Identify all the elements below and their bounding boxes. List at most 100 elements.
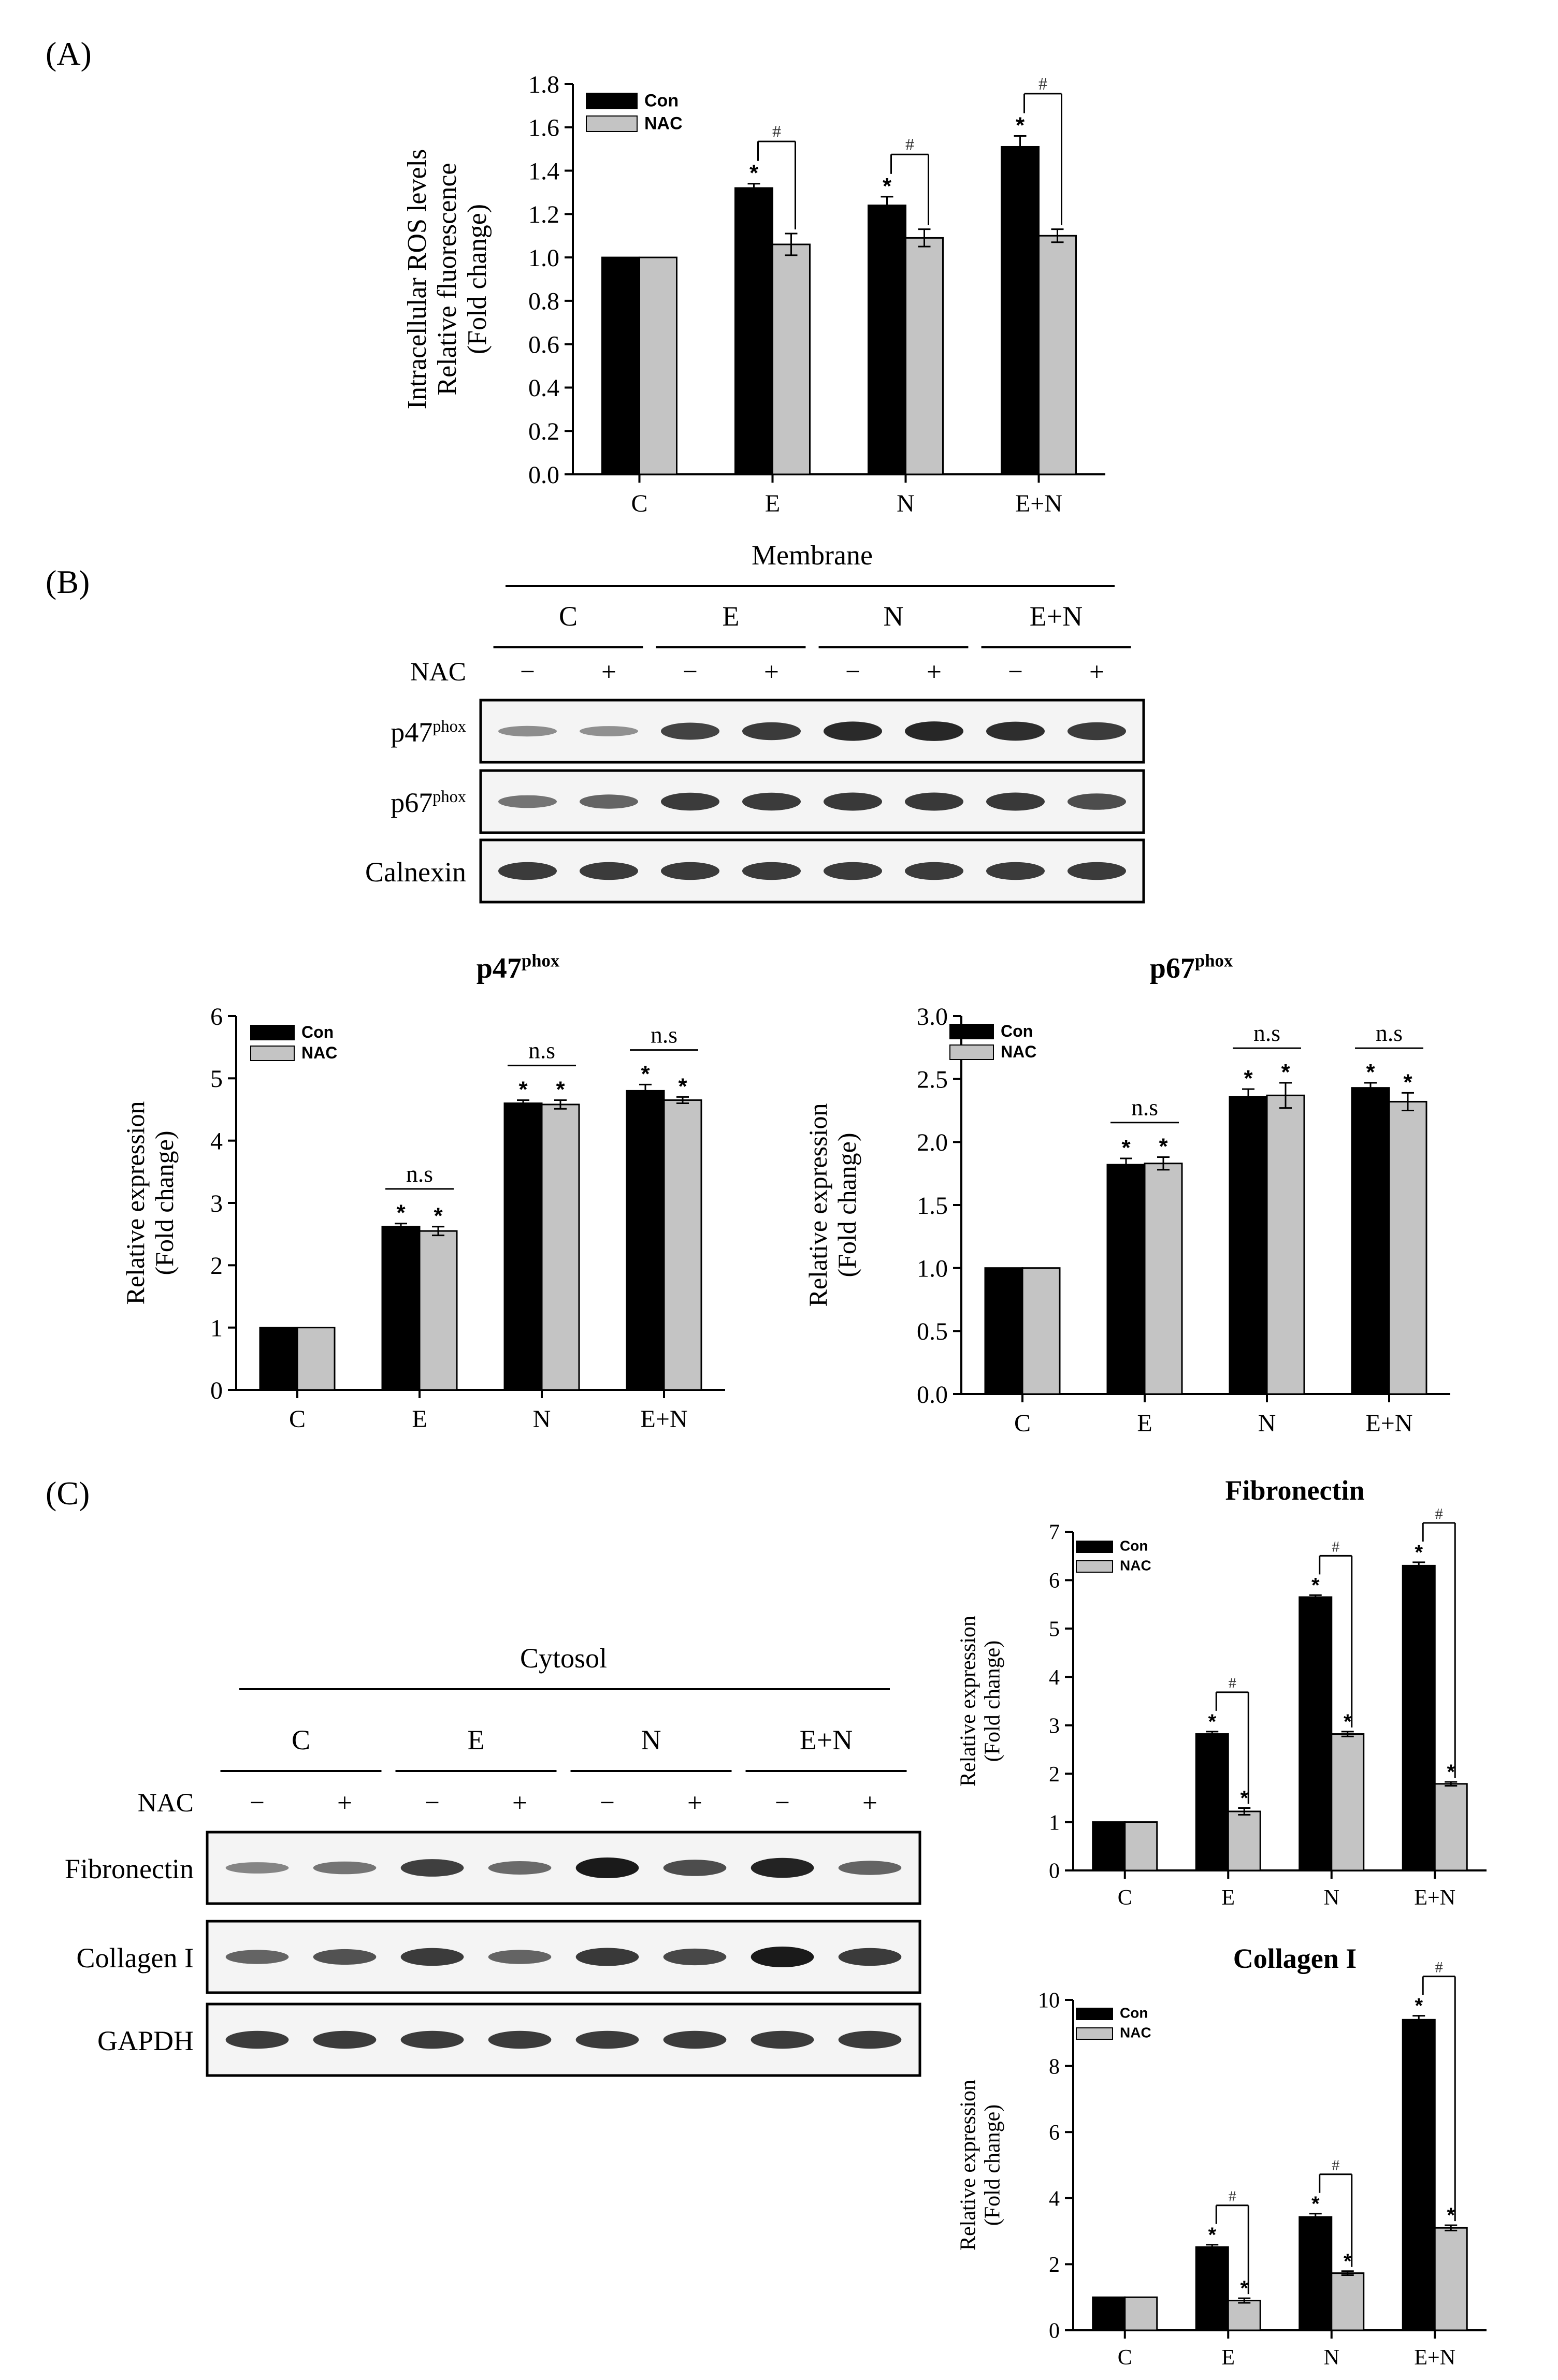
bar-nac-C (1124, 1821, 1158, 1871)
significance-star: * (518, 1077, 528, 1102)
x-tick-label: E (1137, 1410, 1152, 1437)
blot-title: Cytosol (520, 1643, 607, 1674)
treatment-sign: − (845, 657, 860, 687)
bar-nac-N (1266, 1094, 1305, 1395)
blot-band (400, 1948, 464, 1966)
bar-con-E+N (1001, 146, 1040, 475)
bar-nac-C (639, 256, 677, 475)
blot-band (660, 722, 720, 740)
y-tick-label: 1.0 (917, 1255, 948, 1282)
blot-band (823, 792, 883, 811)
significance-star: * (1415, 1995, 1423, 2018)
significance-star: * (1244, 1066, 1253, 1091)
chart-title: Fibronectin (1225, 1475, 1365, 1506)
x-tick-label: C (1118, 1886, 1132, 1910)
significance-star: * (1208, 1710, 1216, 1733)
y-axis-label: Intracellular ROS levels (402, 149, 432, 410)
bar-nac-N (1331, 2272, 1365, 2331)
x-tick-label: E (1221, 1886, 1235, 1910)
treatment-sign: + (1089, 657, 1104, 687)
legend-swatch-con (1076, 2008, 1113, 2020)
blot-band (579, 794, 639, 809)
blot-band (313, 1949, 377, 1965)
blot-band (663, 1860, 727, 1876)
bar-con-E+N (1351, 1087, 1390, 1395)
bar-nac-E (419, 1230, 458, 1391)
blot-band (313, 1861, 377, 1875)
legend-swatch-nac (586, 115, 638, 132)
chart-p67: p67phox 0.0 0.5 1.0 1.5 2.0 2.5 3.0 Relative exp… (803, 951, 1450, 1437)
bar-con-E (381, 1226, 421, 1391)
y-tick-label: 1.2 (528, 201, 559, 228)
blot-band (751, 1947, 814, 1967)
blot-band (823, 721, 883, 741)
significance-star: * (641, 1061, 650, 1086)
x-tick-label: N (533, 1405, 551, 1433)
significance-star: * (1121, 1135, 1131, 1160)
bar-con-N (1229, 1096, 1268, 1395)
blot-band (488, 2030, 552, 2049)
y-tick-label: 4 (1049, 2187, 1060, 2211)
comparison-label: # (772, 122, 781, 141)
bar-con-E (1195, 1733, 1229, 1871)
panel-label-b: (B) (46, 563, 90, 600)
significance-star: * (678, 1073, 687, 1099)
comparison-label: # (1435, 1959, 1443, 1976)
y-axis-label: (Fold change) (832, 1133, 861, 1277)
comparison-label: # (905, 135, 914, 154)
comparison-label: n.s (528, 1037, 555, 1064)
comparison-label: # (1038, 75, 1047, 94)
x-tick-label: N (1324, 1886, 1339, 1910)
x-tick-label: E (412, 1405, 427, 1433)
y-tick-label: 10 (1038, 1989, 1060, 2013)
bar-con-C (601, 256, 640, 475)
y-tick-label: 5 (1049, 1618, 1060, 1642)
bar-con-E (1106, 1164, 1146, 1395)
significance-star: * (1344, 1710, 1352, 1733)
y-axis-label: (Fold change) (150, 1130, 179, 1275)
treatment-sign: − (250, 1788, 265, 1818)
treatment-sign: + (512, 1788, 527, 1818)
treatment-sign: + (687, 1788, 702, 1818)
x-tick-label: C (1118, 2346, 1132, 2370)
blot-title: Membrane (752, 540, 873, 571)
y-tick-label: 2 (210, 1252, 223, 1280)
blot-group-label: E+N (1030, 601, 1083, 632)
blot-group-label: N (641, 1724, 661, 1755)
y-tick-label: 0.0 (528, 461, 559, 489)
bar-nac-C (1124, 2296, 1158, 2331)
comparison-label: n.s (1131, 1094, 1158, 1121)
significance-star: * (434, 1203, 443, 1229)
blot-band (1067, 722, 1127, 741)
y-axis-label: Relative expression (956, 1616, 980, 1787)
blot-row-label: Calnexin (365, 857, 466, 888)
blot-row-label: p47phox (391, 717, 466, 748)
significance-star: * (1240, 2277, 1248, 2300)
legend-swatch-nac (250, 1046, 295, 1061)
y-tick-label: 1 (210, 1314, 223, 1342)
bar-nac-N (1331, 1733, 1365, 1871)
y-tick-label: 1.4 (528, 157, 559, 185)
y-tick-label: 2 (1049, 2253, 1060, 2277)
treatment-sign: − (775, 1788, 790, 1818)
significance-star: * (1447, 2204, 1455, 2227)
treatment-sign: + (862, 1788, 877, 1818)
y-tick-label: 3 (210, 1190, 223, 1217)
legend-label-con: Con (1120, 2005, 1148, 2021)
x-tick-label: N (897, 490, 915, 517)
legend-label-nac: NAC (644, 114, 683, 134)
blot-band (904, 721, 964, 741)
y-tick-label: 3 (1049, 1714, 1060, 1738)
bar-con-E+N (1402, 2019, 1436, 2331)
legend-swatch-nac (1076, 2027, 1113, 2040)
chart-title: p47phox (477, 951, 560, 984)
bar-nac-E+N (1434, 2227, 1468, 2331)
bar-nac-E (1144, 1163, 1183, 1395)
bar-nac-E+N (1388, 1100, 1427, 1395)
cytosol-blot: Cytosol C E N E+N NAC − + − + − + − + Fibronectin Colla… (65, 1643, 921, 2077)
treatment-sign: + (337, 1788, 352, 1818)
x-tick-label: E+N (1015, 490, 1062, 517)
chart-p47: p47phox 0 1 2 3 4 5 6 Relative expression (Fold c… (121, 951, 725, 1433)
blot-band (838, 1948, 902, 1966)
